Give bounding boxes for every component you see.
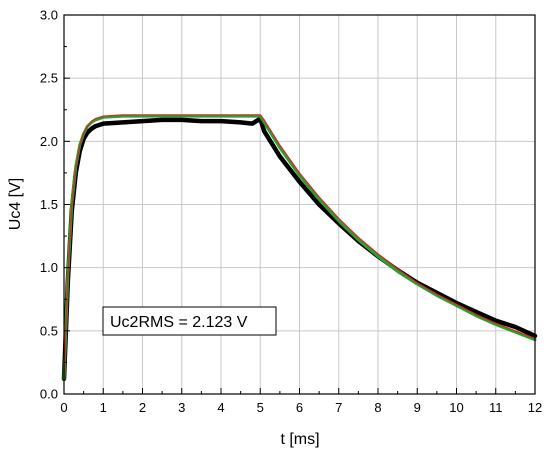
x-tick-label: 10 [449, 400, 463, 415]
y-axis-title: Uc4 [V] [7, 178, 24, 230]
y-tick-label: 1.5 [40, 197, 58, 212]
y-tick-label: 2.5 [40, 71, 58, 86]
x-tick-label: 6 [296, 400, 303, 415]
x-tick-label: 7 [335, 400, 342, 415]
y-tick-label: 0.0 [40, 387, 58, 402]
x-tick-label: 2 [139, 400, 146, 415]
x-tick-label: 1 [100, 400, 107, 415]
y-tick-label: 2.0 [40, 134, 58, 149]
x-tick-label: 5 [257, 400, 264, 415]
ticks [63, 14, 536, 395]
x-tick-label: 12 [528, 400, 542, 415]
x-tick-label: 9 [414, 400, 421, 415]
series-line-3 [63, 114, 536, 380]
x-axis-title: t [ms] [280, 431, 319, 448]
x-tick-label: 0 [60, 400, 67, 415]
x-tick-label: 8 [374, 400, 381, 415]
series-layer [61, 114, 538, 382]
y-tick-label: 0.5 [40, 323, 58, 338]
x-tick-label: 11 [489, 400, 503, 415]
annotation-text: Uc2RMS = 2.123 V [110, 314, 248, 331]
tick-labels: 0 1 2 3 4 5 6 7 8 9 10 11 120.00.51.01.52.02.53.0 [40, 8, 542, 416]
annotation-box: Uc2RMS = 2.123 V [102, 306, 277, 336]
grid [64, 15, 535, 394]
y-tick-label: 3.0 [40, 8, 58, 23]
x-tick-label: 3 [178, 400, 185, 415]
y-tick-label: 1.0 [40, 260, 58, 275]
x-tick-label: 4 [217, 400, 224, 415]
